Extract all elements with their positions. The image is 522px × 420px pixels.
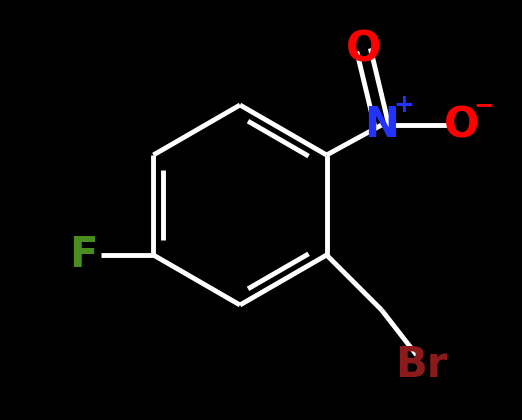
- Text: Br: Br: [396, 344, 448, 386]
- Text: O: O: [346, 29, 382, 71]
- Text: O: O: [444, 104, 479, 146]
- Text: N: N: [364, 104, 399, 146]
- Text: F: F: [69, 234, 98, 276]
- Text: +: +: [393, 93, 414, 117]
- Text: −: −: [473, 93, 494, 117]
